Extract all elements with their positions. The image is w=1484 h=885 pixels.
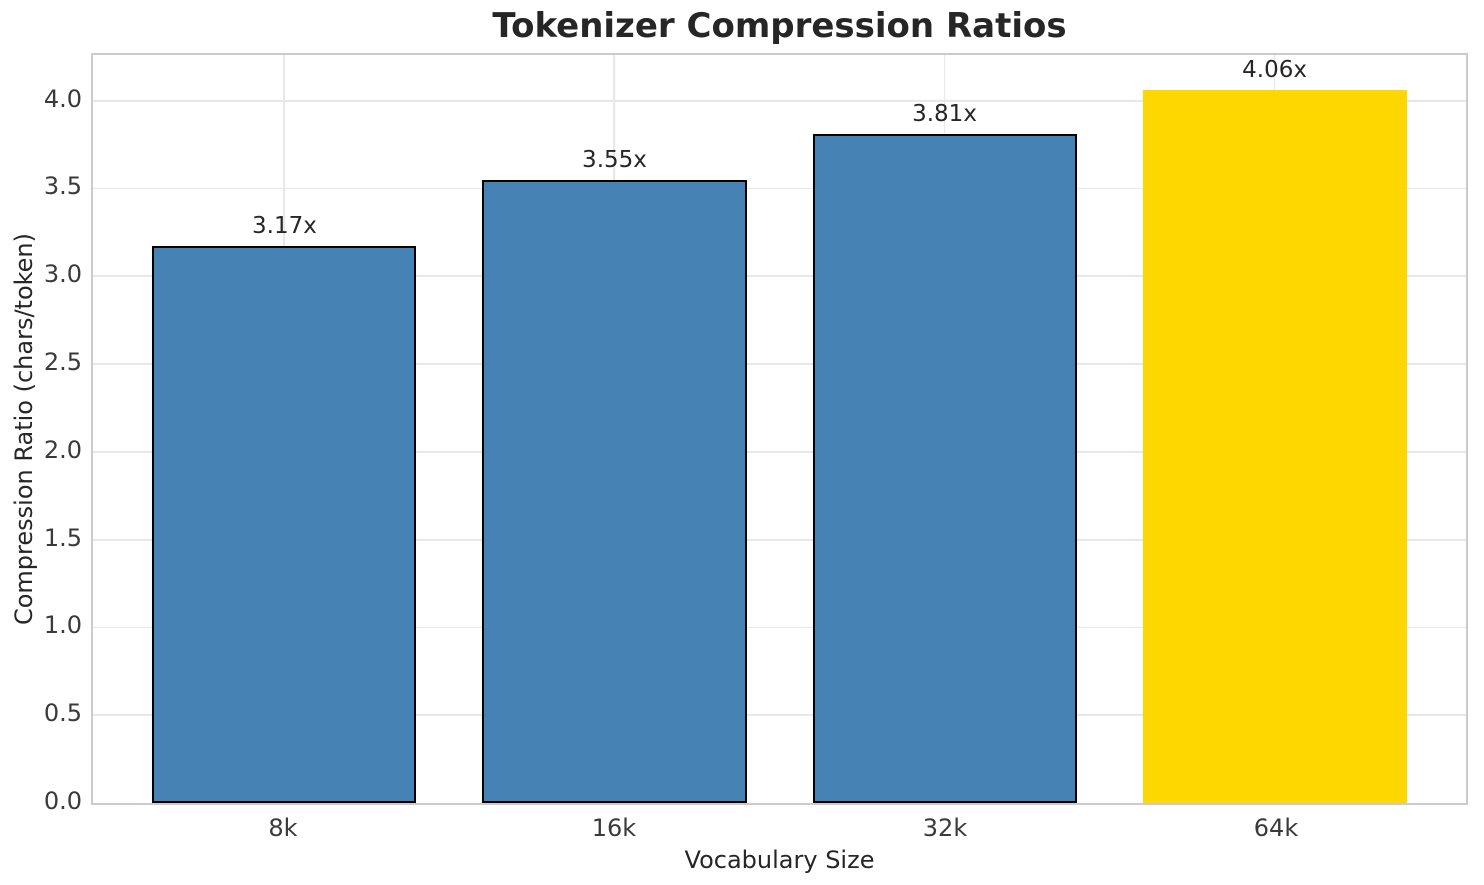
gridline-horizontal [93, 450, 1466, 453]
y-tick-label: 2.5 [43, 348, 82, 377]
gridline-horizontal [93, 99, 1466, 102]
bar-value-label: 3.55x [582, 146, 647, 173]
x-tick-label: 8k [268, 814, 298, 842]
gridline-horizontal [93, 714, 1466, 717]
chart-title: Tokenizer Compression Ratios [492, 6, 1067, 46]
y-tick-label: 1.0 [43, 611, 82, 640]
bar-32k [812, 134, 1077, 803]
bar-value-label: 4.06x [1242, 57, 1307, 84]
bar-64k [1142, 90, 1407, 803]
y-tick-label: 1.5 [43, 523, 82, 552]
gridline-horizontal [93, 187, 1466, 190]
y-tick-label: 0.0 [43, 787, 82, 815]
bar-value-label: 3.17x [252, 213, 317, 240]
bar-value-label: 3.81x [912, 101, 977, 128]
bar-16k [482, 179, 747, 803]
x-tick-label: 16k [591, 814, 637, 842]
gridline-horizontal [93, 538, 1466, 541]
y-tick-label: 3.0 [43, 260, 82, 289]
gridline-horizontal [93, 626, 1466, 629]
x-axis-ticks: 8k 16k 32k 64k [91, 814, 1468, 846]
y-tick-label: 4.0 [43, 84, 82, 113]
gridline-horizontal [93, 275, 1466, 278]
x-tick-label: 64k [1253, 814, 1299, 842]
y-tick-label: 3.5 [43, 172, 82, 201]
y-tick-label: 0.5 [43, 699, 82, 728]
bar-8k [152, 246, 417, 803]
y-tick-label: 2.0 [43, 435, 82, 464]
x-axis-label: Vocabulary Size [684, 846, 875, 874]
plot-area: 3.17x 3.55x 3.81x 4.06x [91, 53, 1468, 805]
gridline-horizontal [93, 363, 1466, 365]
x-tick-label: 32k [922, 814, 968, 842]
y-axis-ticks: 0.0 0.5 1.0 1.5 2.0 2.5 3.0 3.5 4.0 [0, 53, 82, 815]
